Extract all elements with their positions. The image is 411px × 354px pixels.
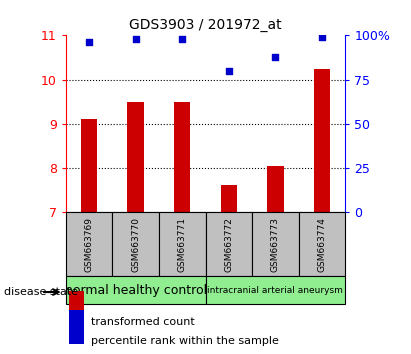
Point [179,36,185,42]
Point [86,40,92,45]
Bar [206,276,345,304]
Bar [69,291,84,324]
Bar [69,310,84,344]
Text: GSM663772: GSM663772 [224,217,233,272]
Text: GSM663769: GSM663769 [85,217,94,272]
Bar [174,102,190,212]
Bar [252,212,299,276]
Point [226,68,232,74]
Bar [66,276,206,304]
Text: transformed count: transformed count [91,316,195,327]
Bar [66,212,112,276]
Text: percentile rank within the sample: percentile rank within the sample [91,336,279,346]
Text: disease state: disease state [4,287,78,297]
Point [132,36,139,42]
Bar [206,212,252,276]
Text: GSM663771: GSM663771 [178,217,187,272]
Bar [221,185,237,212]
Text: GSM663773: GSM663773 [271,217,280,272]
Title: GDS3903 / 201972_at: GDS3903 / 201972_at [129,18,282,32]
Bar [159,212,206,276]
Bar [267,166,284,212]
Text: normal healthy control: normal healthy control [65,284,207,297]
Bar [81,120,97,212]
Point [319,34,325,40]
Text: GSM663774: GSM663774 [317,217,326,272]
Text: intracranial arterial aneurysm: intracranial arterial aneurysm [208,286,343,295]
Bar [127,102,144,212]
Bar [299,212,345,276]
Bar [314,69,330,212]
Text: GSM663770: GSM663770 [131,217,140,272]
Point [272,54,279,59]
Bar [112,212,159,276]
